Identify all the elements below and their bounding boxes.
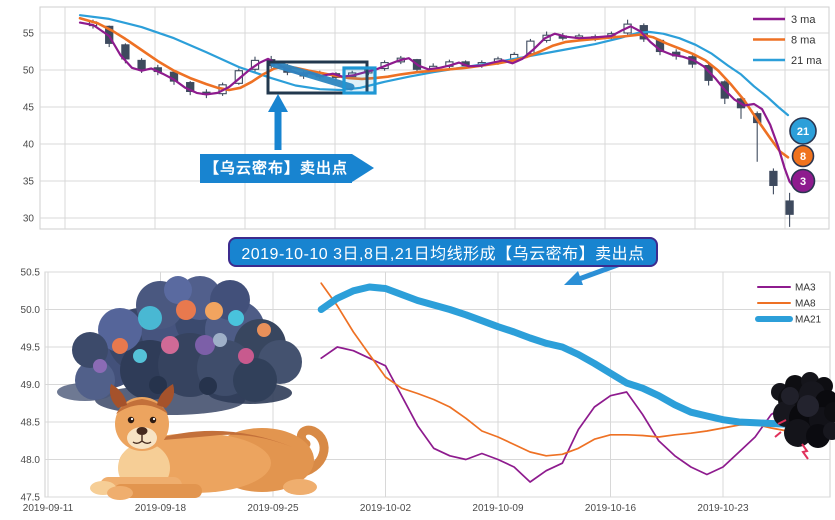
ma-line-MA3 xyxy=(320,346,805,483)
pattern-box-blue xyxy=(342,66,377,95)
top-chart-ma-lines xyxy=(78,14,796,189)
bottom-chart-ma-lines xyxy=(317,282,807,483)
black-cloud-illustration xyxy=(771,372,835,460)
ma-period-badges: 21 8 3 xyxy=(789,117,817,194)
ma-badge-label: 8 xyxy=(800,151,806,163)
legend-label: MA3 xyxy=(795,283,816,294)
ma-line-MA21 xyxy=(317,283,807,428)
ma-badge-21 xyxy=(789,117,817,145)
dog-illustration xyxy=(90,384,329,500)
ma-line-8ma xyxy=(78,16,790,159)
candle-body xyxy=(769,170,778,186)
ma-badge-3 xyxy=(790,168,816,194)
candle-body xyxy=(785,200,794,215)
bottom-chart-legend: MA3 MA8 MA21 xyxy=(755,283,822,326)
legend-label: 3 ma xyxy=(791,14,816,26)
pattern-box-dark xyxy=(266,60,369,95)
x-tick-label: 2019-10-23 xyxy=(697,503,749,514)
y-tick-label: 50 xyxy=(23,66,35,77)
ma-badge-label: 21 xyxy=(797,126,809,138)
y-tick-label: 35 xyxy=(23,177,35,188)
candle-body xyxy=(121,44,130,60)
y-tick-label: 49.5 xyxy=(21,343,41,354)
y-tick-label: 55 xyxy=(23,29,35,40)
top-chart-legend: 3 ma 8 ma 21 ma xyxy=(753,14,822,67)
y-tick-label: 48.5 xyxy=(21,418,41,429)
x-tick-label: 2019-09-11 xyxy=(23,503,74,514)
ma-line-MA8 xyxy=(320,282,805,457)
x-tick-label: 2019-09-25 xyxy=(247,503,299,514)
sell-signal-banner: 2019-10-10 3日,8日,21日均线形成【乌云密布】卖出点 xyxy=(228,237,658,267)
highlighted-ma21-segment xyxy=(270,60,355,91)
candle-body xyxy=(186,82,195,93)
callout-arrow-head xyxy=(268,94,288,112)
legend-label: 8 ma xyxy=(791,35,816,47)
banner-arrow-head xyxy=(564,271,583,285)
y-tick-label: 30 xyxy=(23,214,35,225)
y-tick-label: 45 xyxy=(23,103,35,114)
ma-badge-label: 3 xyxy=(800,176,806,188)
top-chart-annotations xyxy=(266,60,377,150)
ma-badge-8 xyxy=(791,144,815,168)
top-plot-frame xyxy=(39,6,830,230)
y-tick-label: 50.0 xyxy=(21,305,41,316)
storm-cloud-illustration xyxy=(57,276,302,415)
ma-line-3ma xyxy=(78,21,796,189)
sell-point-callout: 【乌云密布】卖出点 xyxy=(200,154,374,183)
x-tick-label: 2019-10-02 xyxy=(360,503,412,514)
x-tick-label: 2019-10-16 xyxy=(585,503,637,514)
top-chart-grid: 30 35 40 45 50 55 xyxy=(23,6,830,230)
ma-line-21ma xyxy=(78,14,790,117)
x-tick-label: 2019-10-09 xyxy=(472,503,524,514)
candle-body xyxy=(137,59,146,70)
y-tick-label: 47.5 xyxy=(21,493,41,504)
y-tick-label: 50.5 xyxy=(21,268,41,279)
y-tick-label: 48.0 xyxy=(21,455,41,466)
x-tick-label: 2019-09-18 xyxy=(135,503,187,514)
candle-body xyxy=(704,65,713,81)
y-tick-label: 49.0 xyxy=(21,380,41,391)
legend-label: MA21 xyxy=(795,315,822,326)
legend-label: 21 ma xyxy=(791,55,822,67)
legend-label: MA8 xyxy=(795,299,816,310)
y-tick-label: 40 xyxy=(23,140,35,151)
